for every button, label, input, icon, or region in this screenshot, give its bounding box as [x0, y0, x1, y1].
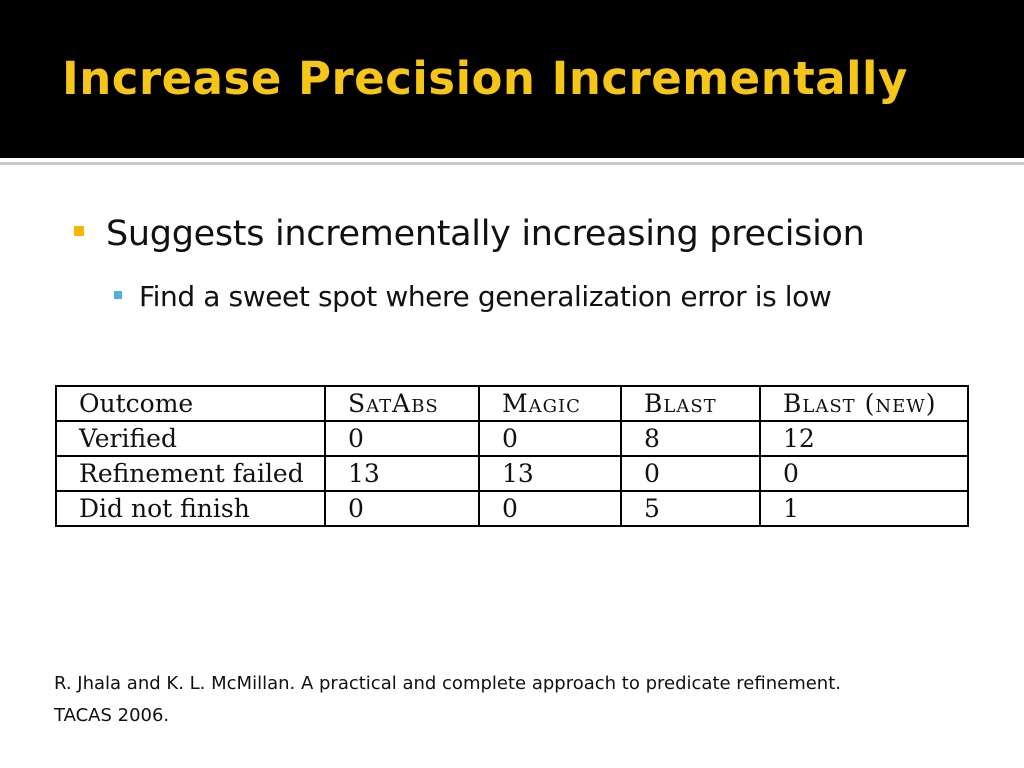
table-cell: 0 — [324, 420, 480, 457]
bullet-level-2: Find a sweet spot where generalization e… — [114, 280, 832, 313]
title-bar: Increase Precision Incrementally — [0, 0, 1024, 158]
title-divider — [0, 162, 1024, 165]
slide-title: Increase Precision Incrementally — [62, 52, 908, 105]
table-header-row: Outcome SatAbs Magic Blast Blast (new) — [55, 385, 969, 422]
table-cell: 0 — [478, 420, 622, 457]
table-row: Did not finish 0 0 5 1 — [55, 490, 969, 527]
table-cell: 13 — [324, 455, 480, 492]
table-cell: 5 — [620, 490, 761, 527]
table-row: Verified 0 0 8 12 — [55, 420, 969, 457]
table-cell: 0 — [324, 490, 480, 527]
square-bullet-icon — [74, 226, 84, 236]
header-cell: Outcome — [55, 385, 326, 422]
header-cell: Blast (new) — [759, 385, 969, 422]
bullet-text: Suggests incrementally increasing precis… — [106, 214, 865, 254]
table-row: Refinement failed 13 13 0 0 — [55, 455, 969, 492]
table-cell: 8 — [620, 420, 761, 457]
table-cell: 13 — [478, 455, 622, 492]
table-cell: 12 — [759, 420, 969, 457]
citation-line: TACAS 2006. — [54, 705, 170, 726]
results-table: Outcome SatAbs Magic Blast Blast (new) V… — [55, 385, 969, 527]
header-cell: Blast — [620, 385, 761, 422]
table-cell: 1 — [759, 490, 969, 527]
header-cell: SatAbs — [324, 385, 480, 422]
citation: R. Jhala and K. L. McMillan. A practical… — [54, 668, 994, 732]
header-cell: Magic — [478, 385, 622, 422]
table-cell: 0 — [620, 455, 761, 492]
table-cell: 0 — [478, 490, 622, 527]
table-cell: Refinement failed — [55, 455, 326, 492]
table-cell: Verified — [55, 420, 326, 457]
table-cell: Did not finish — [55, 490, 326, 527]
bullet-text: Find a sweet spot where generalization e… — [139, 280, 832, 313]
table-cell: 0 — [759, 455, 969, 492]
bullet-level-1: Suggests incrementally increasing precis… — [74, 214, 865, 254]
square-bullet-icon — [114, 290, 122, 299]
citation-line: R. Jhala and K. L. McMillan. A practical… — [54, 673, 841, 694]
